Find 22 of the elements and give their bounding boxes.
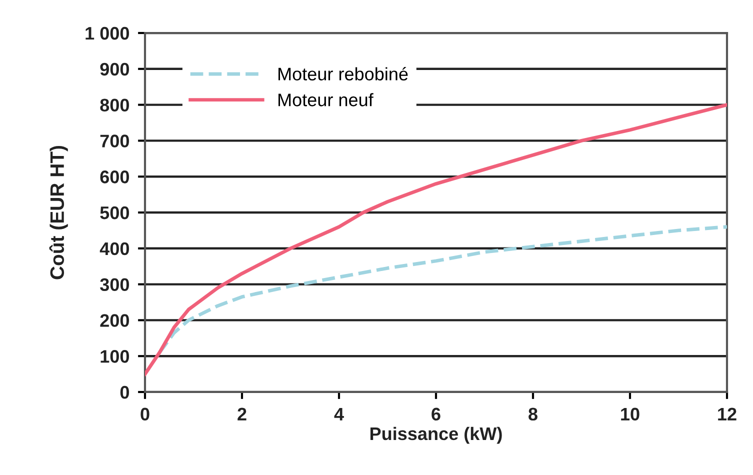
y-tick-label: 0 <box>120 386 129 399</box>
x-tick-label: 8 <box>528 408 538 421</box>
legend-label: Moteur neuf <box>278 93 374 106</box>
y-tick-label: 700 <box>100 134 129 148</box>
y-tick-label: 300 <box>100 278 129 292</box>
y-tick-label: 800 <box>100 98 129 112</box>
legend-label: Moteur rebobiné <box>278 66 408 80</box>
y-tick-label: 100 <box>100 350 129 363</box>
x-tick-label: 4 <box>334 408 344 420</box>
x-axis-title: Puissance (kW) <box>370 426 502 444</box>
x-tick-label: 2 <box>238 408 246 420</box>
y-axis-title: Coût (EUR HT) <box>49 146 68 280</box>
y-tick-label: 1 000 <box>86 26 129 40</box>
y-tick-label: 900 <box>100 62 129 76</box>
x-tick-label: 10 <box>621 408 640 421</box>
x-tick-label: 6 <box>432 408 440 421</box>
y-tick-label: 500 <box>100 206 129 220</box>
y-tick-label: 200 <box>100 314 129 327</box>
x-tick-label: 0 <box>140 408 150 421</box>
y-tick-label: 600 <box>100 170 129 184</box>
x-tick-label: 12 <box>718 408 736 420</box>
y-tick-label: 400 <box>100 242 129 256</box>
